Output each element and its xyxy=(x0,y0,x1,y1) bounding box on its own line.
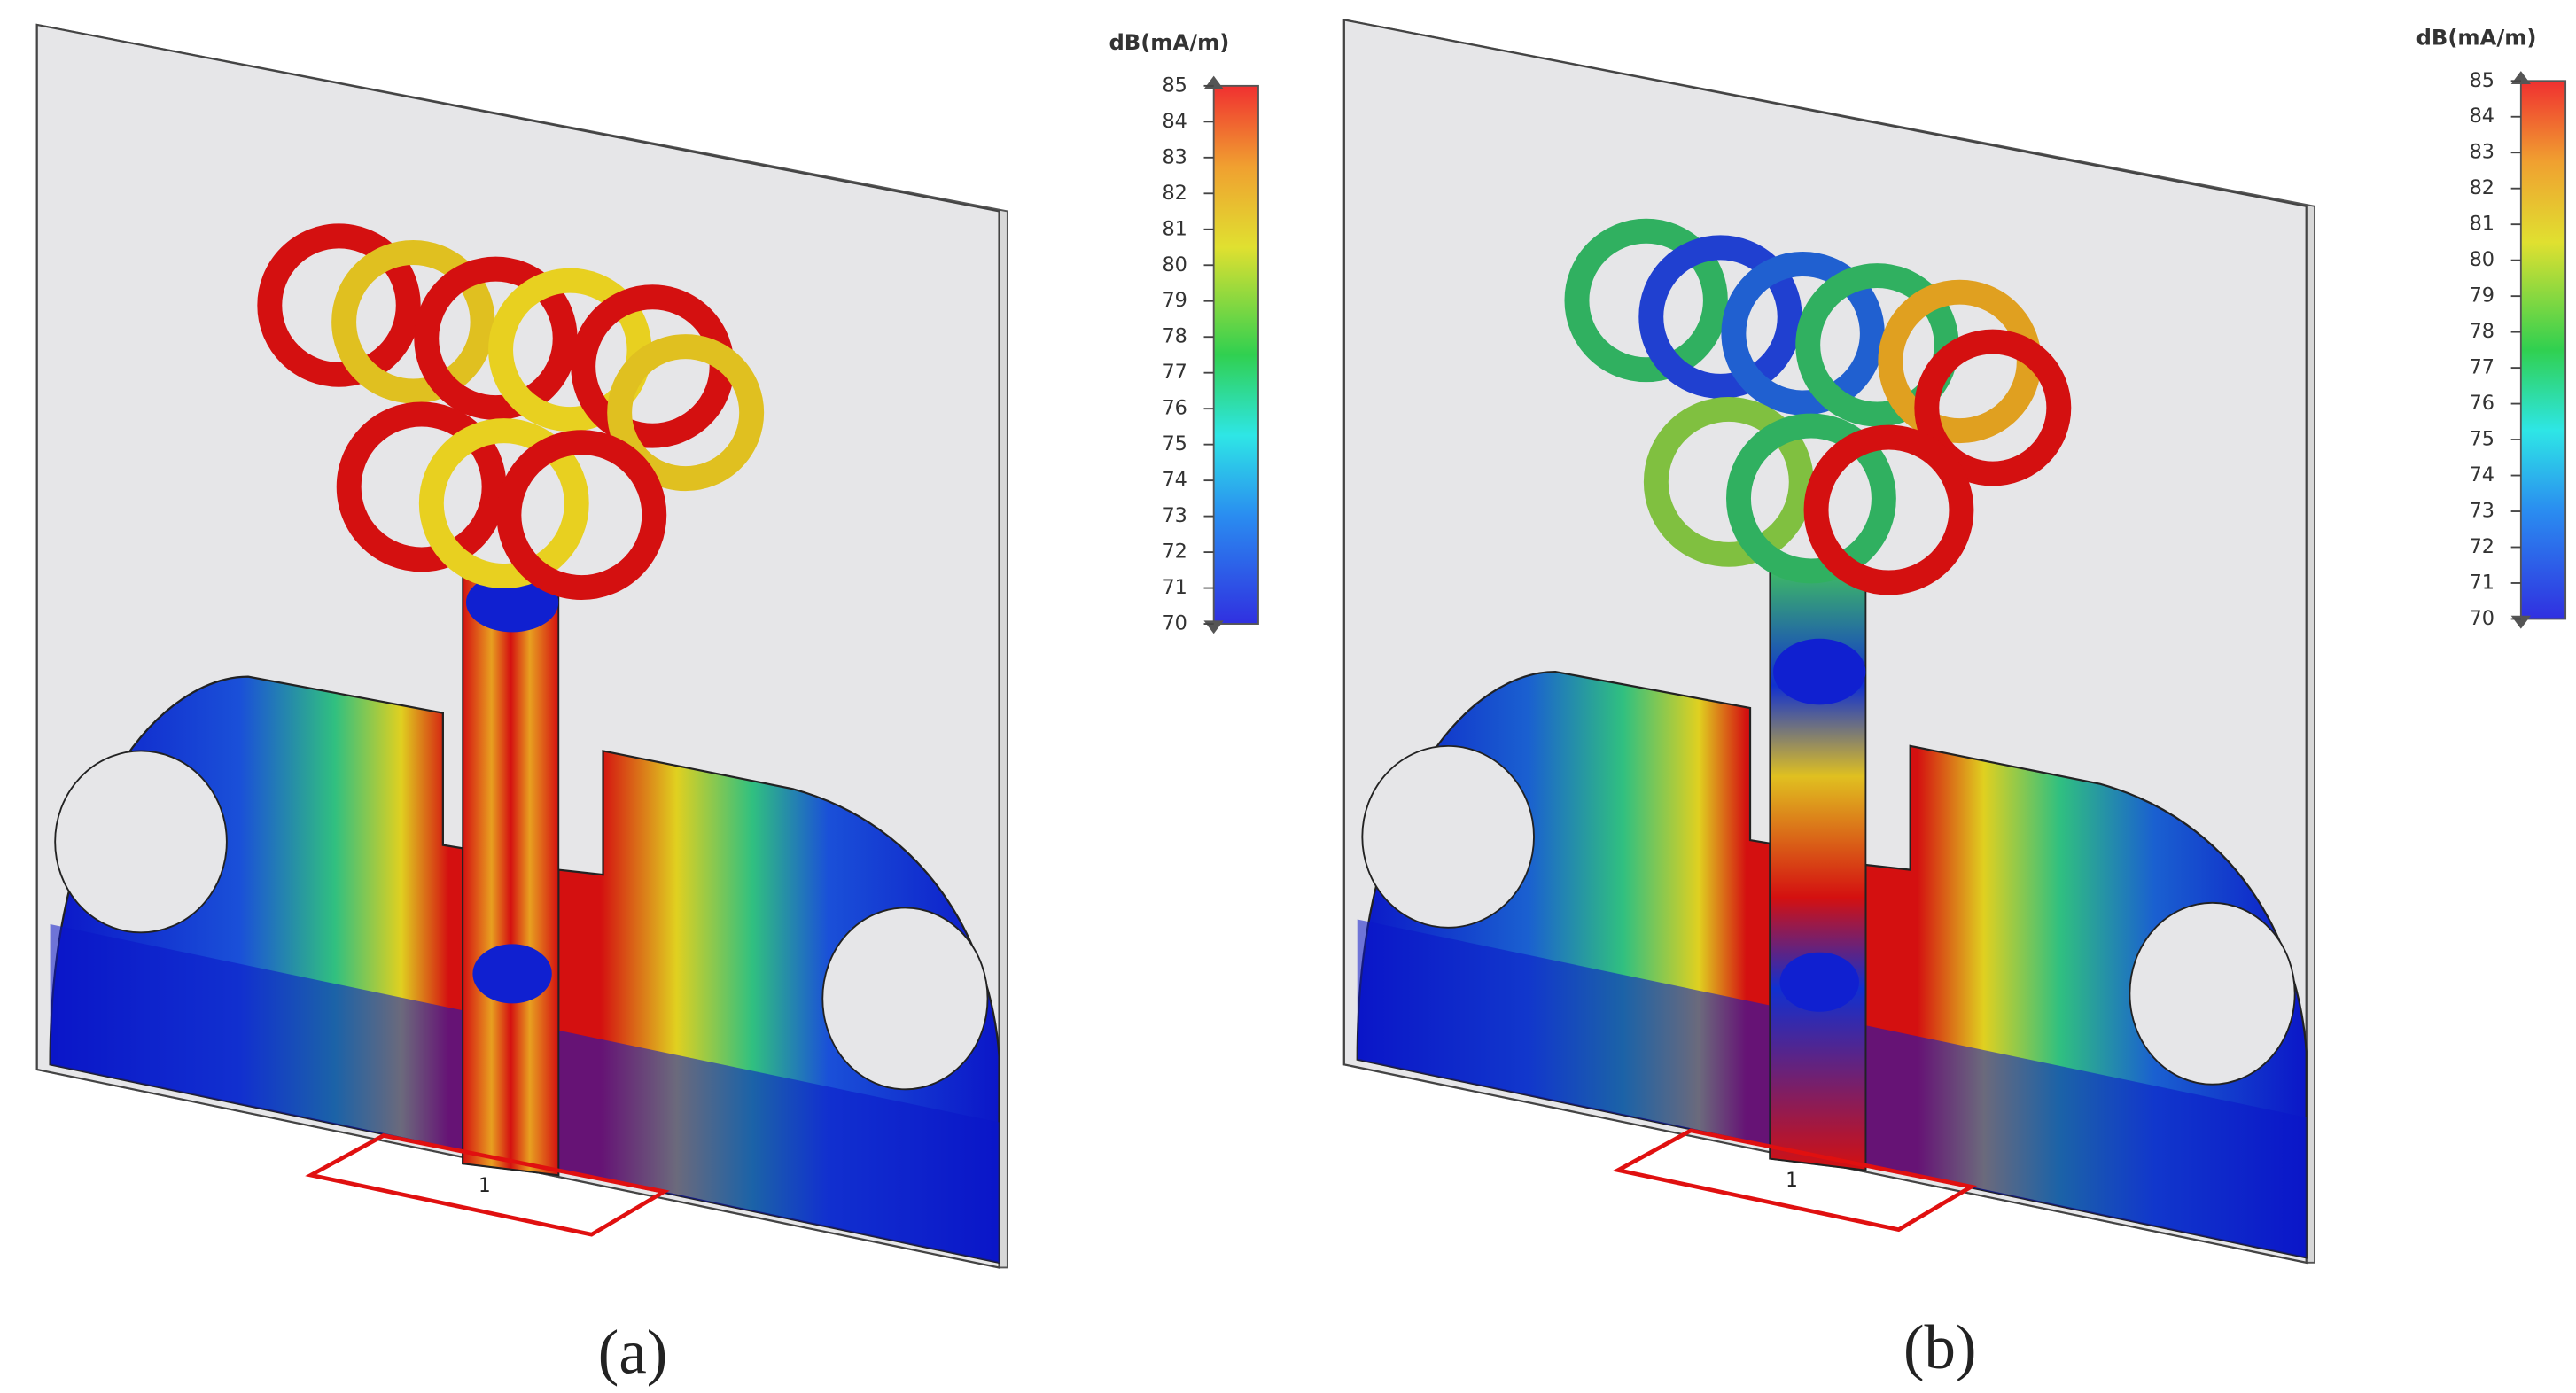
tick-label: 75 xyxy=(1162,432,1187,455)
caption: (a) xyxy=(598,1319,668,1388)
tick-label: 70 xyxy=(2470,607,2494,630)
colorbar-title: dB(mA/m) xyxy=(1109,30,1229,55)
field-null xyxy=(1773,638,1866,705)
tick-label: 71 xyxy=(1162,576,1187,599)
tick-label: 85 xyxy=(2470,69,2494,92)
caption: (b) xyxy=(1903,1313,1977,1382)
tick-label: 80 xyxy=(2470,248,2494,271)
hole xyxy=(1361,744,1535,929)
tick-label: 73 xyxy=(1162,504,1187,527)
tick-label: 84 xyxy=(1162,110,1187,133)
tick-label: 76 xyxy=(2470,392,2494,415)
tick-label: 79 xyxy=(1162,289,1187,312)
tick-label: 74 xyxy=(1162,469,1187,492)
tick-label: 74 xyxy=(2470,463,2494,486)
tick-label: 77 xyxy=(1162,361,1187,384)
ring xyxy=(1726,413,1896,584)
field-null xyxy=(472,944,552,1004)
hole xyxy=(821,907,989,1091)
panel: 1 (a) dB(mA/m) 70 71 72 73 74 75 76 77 78 79 80 81 82 83… xyxy=(35,23,1259,1388)
arrow-up xyxy=(1203,75,1224,89)
tick-label: 81 xyxy=(2470,213,2494,236)
tick-label: 82 xyxy=(1162,182,1187,205)
tick-label: 75 xyxy=(2470,428,2494,451)
tick-label: 81 xyxy=(1162,217,1187,240)
tick-label: 72 xyxy=(1162,541,1187,564)
ring xyxy=(1721,252,1885,416)
arrow-down xyxy=(2510,615,2532,629)
ring xyxy=(257,223,421,387)
ring xyxy=(1803,424,1974,595)
ring xyxy=(1643,396,1814,567)
colorbar xyxy=(2519,80,2567,620)
tick-label: 79 xyxy=(2470,284,2494,307)
tick-label: 84 xyxy=(2470,105,2494,128)
port xyxy=(1612,1128,1978,1233)
tick-label: 72 xyxy=(2470,535,2494,558)
port-label: 1 xyxy=(479,1174,490,1197)
tick-label: 78 xyxy=(1162,325,1187,348)
feed-line xyxy=(462,568,560,1177)
tick-label: 85 xyxy=(1162,74,1187,97)
hole xyxy=(2129,901,2296,1086)
arrow-up xyxy=(2510,71,2532,84)
tick-label: 78 xyxy=(2470,320,2494,343)
ring xyxy=(607,334,765,492)
field-null xyxy=(465,572,559,633)
port xyxy=(305,1132,670,1237)
colorbar-title: dB(mA/m) xyxy=(2416,25,2537,50)
panel: 1 (b) dB(mA/m) 70 71 72 73 74 75 76 77 78 79 80 81 82 83… xyxy=(1342,18,2567,1382)
ring xyxy=(336,401,507,572)
ring xyxy=(414,256,578,421)
tick-label: 80 xyxy=(1162,253,1187,276)
colorbar xyxy=(1212,84,1259,625)
tick-label: 83 xyxy=(2470,141,2494,164)
tick-label: 73 xyxy=(2470,500,2494,523)
ring xyxy=(496,430,667,601)
ring xyxy=(1564,218,1728,383)
tick-label: 70 xyxy=(1162,612,1187,635)
port-label: 1 xyxy=(1786,1169,1797,1192)
arrow-down xyxy=(1203,620,1224,634)
ring xyxy=(1638,235,1802,399)
tick-label: 83 xyxy=(1162,145,1187,168)
field-null xyxy=(1779,952,1859,1012)
ring xyxy=(331,240,495,404)
ring xyxy=(1914,329,2072,486)
tick-label: 82 xyxy=(2470,176,2494,199)
tick-label: 77 xyxy=(2470,356,2494,379)
ring xyxy=(418,418,589,589)
tick-label: 71 xyxy=(2470,571,2494,594)
hole xyxy=(54,750,228,934)
tick-label: 76 xyxy=(1162,397,1187,420)
